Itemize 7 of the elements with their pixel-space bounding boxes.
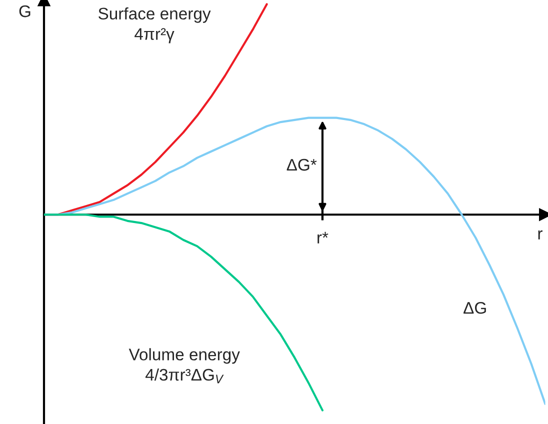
annotation: r* [318, 232, 328, 244]
annotation: ΔG* [286, 158, 317, 171]
text: Volume energy 4/3πr³ΔG$_{V}$ [128, 348, 240, 384]
series-label: Surface energy 4πr²γ [98, 7, 211, 44]
series-label: ΔG [464, 302, 486, 314]
y-axis-title: G [19, 5, 30, 18]
x-axis-title: r [538, 230, 542, 240]
